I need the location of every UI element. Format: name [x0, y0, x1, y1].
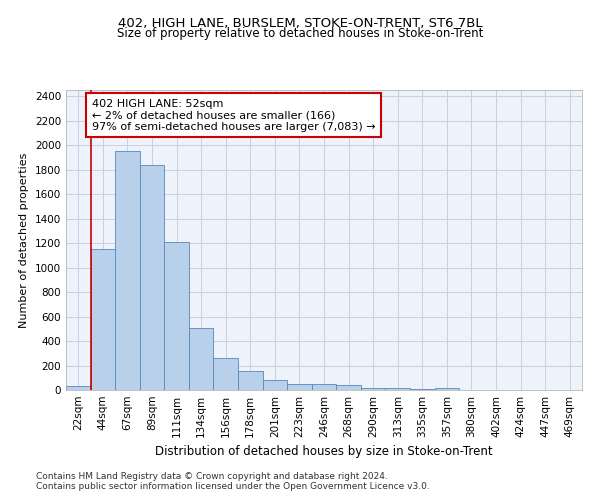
Bar — [91, 249, 115, 390]
Bar — [434, 388, 459, 390]
Bar — [385, 388, 410, 390]
Bar — [66, 386, 91, 390]
Bar — [164, 242, 189, 390]
Bar — [238, 371, 263, 390]
Bar — [189, 328, 214, 390]
Bar — [140, 164, 164, 390]
Bar — [287, 384, 312, 390]
Bar — [214, 358, 238, 390]
X-axis label: Distribution of detached houses by size in Stoke-on-Trent: Distribution of detached houses by size … — [155, 446, 493, 458]
Text: 402, HIGH LANE, BURSLEM, STOKE-ON-TRENT, ST6 7BL: 402, HIGH LANE, BURSLEM, STOKE-ON-TRENT,… — [118, 18, 482, 30]
Text: Size of property relative to detached houses in Stoke-on-Trent: Size of property relative to detached ho… — [117, 28, 483, 40]
Text: Contains HM Land Registry data © Crown copyright and database right 2024.: Contains HM Land Registry data © Crown c… — [36, 472, 388, 481]
Bar — [336, 385, 361, 390]
Bar — [410, 388, 434, 390]
Bar — [361, 388, 385, 390]
Bar — [115, 151, 140, 390]
Bar — [263, 380, 287, 390]
Text: Contains public sector information licensed under the Open Government Licence v3: Contains public sector information licen… — [36, 482, 430, 491]
Bar — [312, 384, 336, 390]
Y-axis label: Number of detached properties: Number of detached properties — [19, 152, 29, 328]
Text: 402 HIGH LANE: 52sqm
← 2% of detached houses are smaller (166)
97% of semi-detac: 402 HIGH LANE: 52sqm ← 2% of detached ho… — [92, 98, 376, 132]
